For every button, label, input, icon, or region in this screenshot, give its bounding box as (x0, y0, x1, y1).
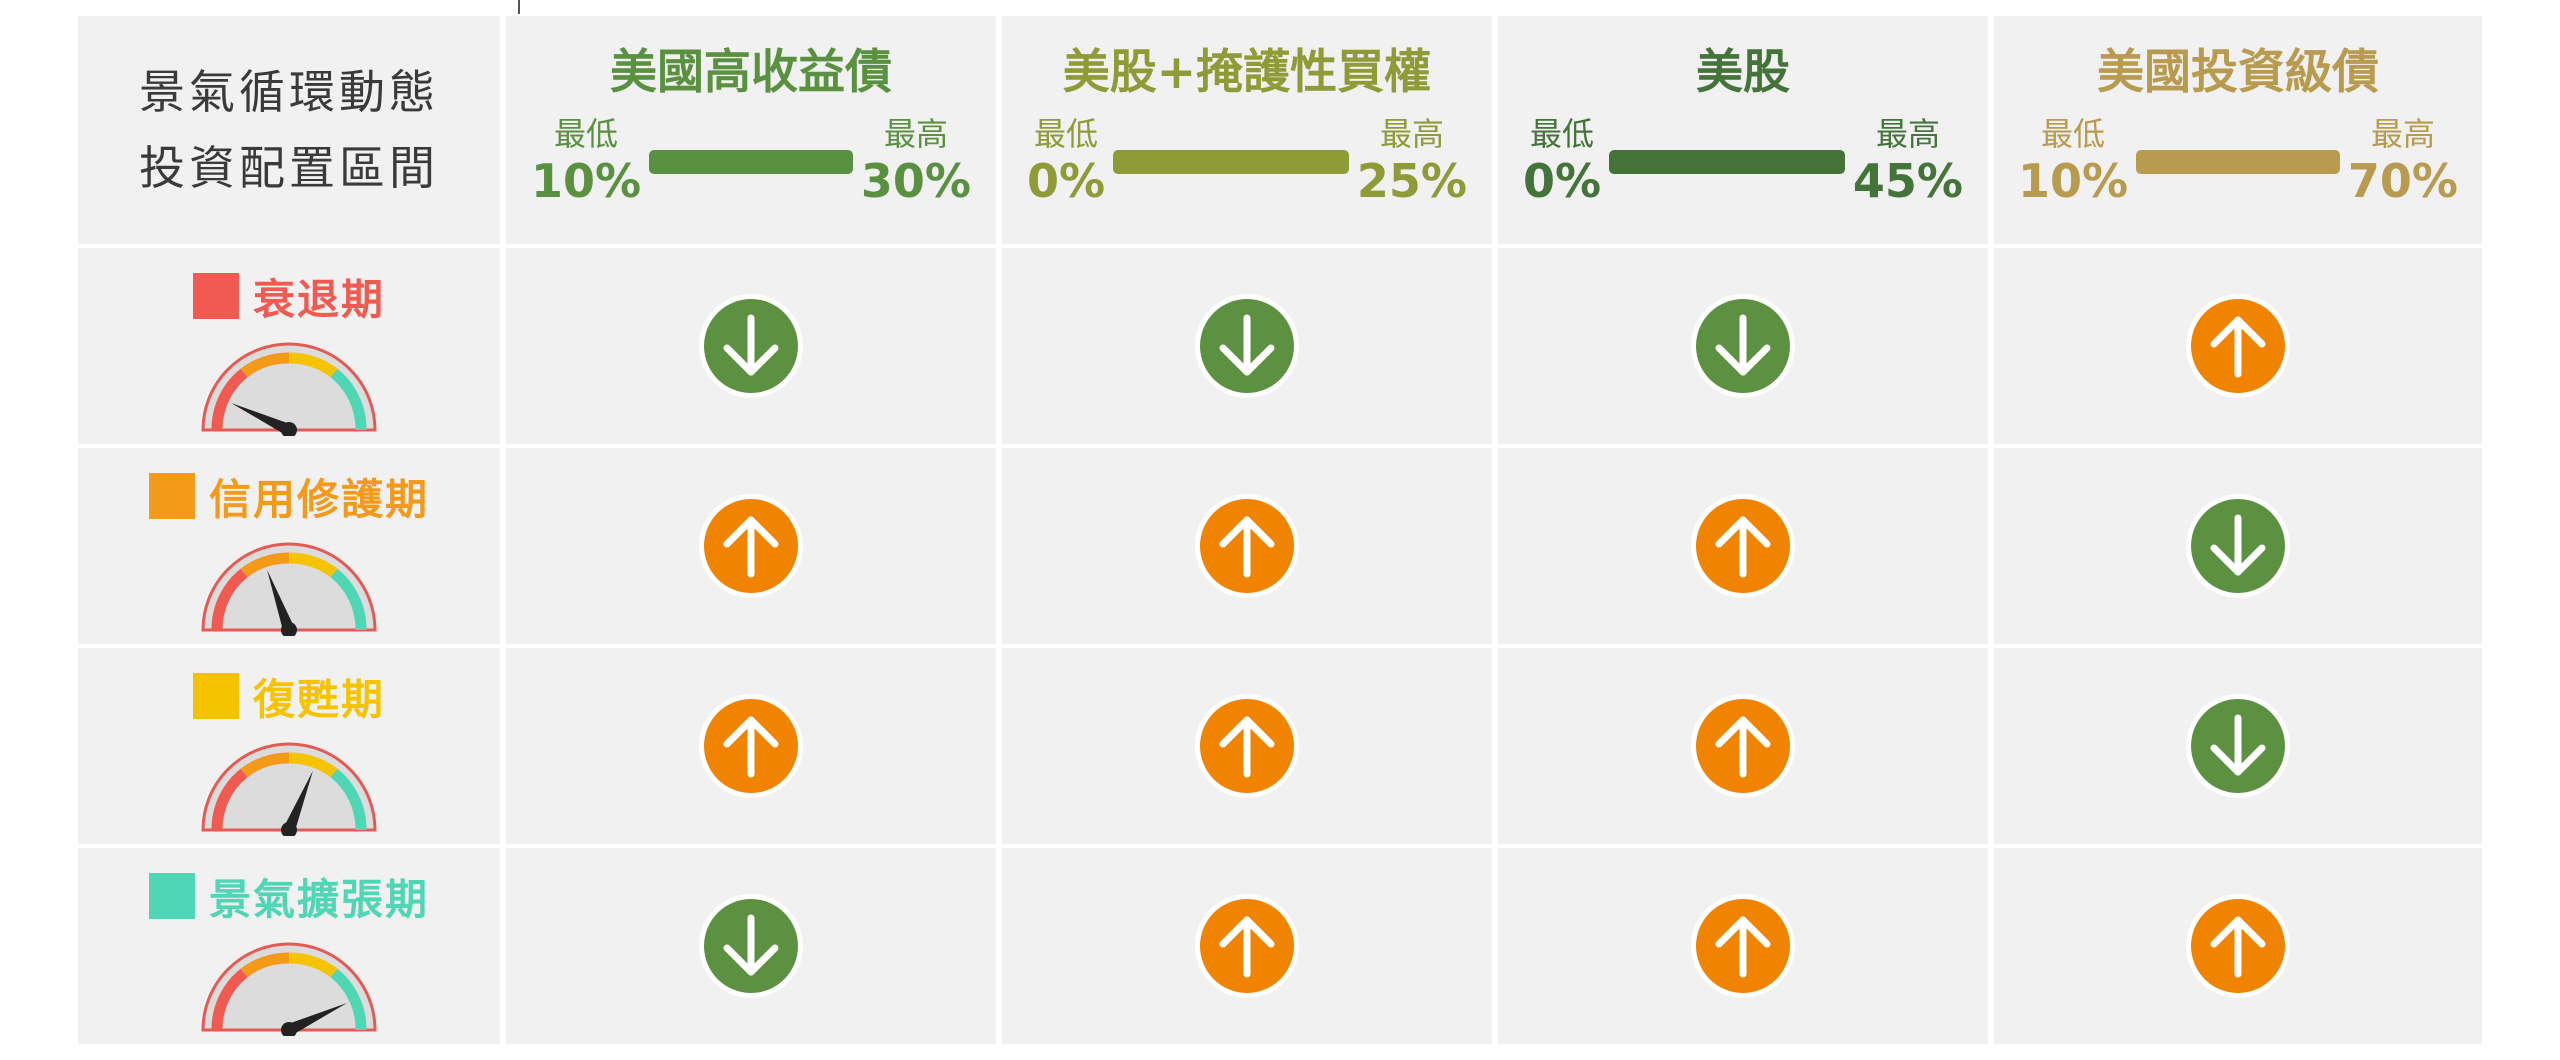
phase-color-swatch (192, 673, 239, 719)
allocation-range: 最低 10% 最高 70% (2018, 114, 2458, 208)
min-value: 0% (1523, 154, 1602, 208)
asset-title: 美國投資級債 (2097, 45, 2379, 100)
asset-header-high-yield: 美國高收益債 最低 10% 最高 30% (506, 16, 996, 244)
arrow-up-icon (506, 448, 996, 644)
table-corner-header: 景氣循環動態 投資配置區間 (78, 16, 500, 244)
range-max: 最高 45% (1853, 114, 1963, 208)
arrow-up-icon (1002, 848, 1492, 1044)
arrow-up-icon (1994, 848, 2482, 1044)
arrow-down-icon (1498, 248, 1988, 444)
allocation-range: 最低 0% 最高 45% (1523, 114, 1963, 208)
phase-recovery: 復甦期 (78, 648, 500, 844)
corner-title-line1: 景氣循環動態 (139, 65, 439, 119)
phase-recession: 衰退期 (78, 248, 500, 444)
asset-header-investment-grade: 美國投資級債 最低 10% 最高 70% (1994, 16, 2482, 244)
max-value: 30% (860, 154, 971, 208)
asset-header-us-equity: 美股 最低 0% 最高 45% (1498, 16, 1988, 244)
asset-title: 美國高收益債 (610, 45, 892, 100)
range-max: 最高 30% (861, 114, 971, 208)
phase-name: 復甦期 (252, 674, 385, 724)
phase-name: 衰退期 (252, 274, 385, 324)
phase-label: 景氣擴張期 (148, 868, 429, 924)
range-min: 最低 10% (531, 114, 641, 208)
arrow-up-icon (1002, 448, 1492, 644)
phase-name: 景氣擴張期 (208, 874, 429, 924)
min-value: 10% (531, 154, 642, 208)
max-value: 25% (1356, 154, 1467, 208)
phase-label: 復甦期 (192, 668, 385, 724)
arrow-up-icon (1994, 248, 2482, 444)
max-value: 45% (1852, 154, 1963, 208)
phase-label: 衰退期 (192, 268, 385, 324)
min-label: 最低 (2041, 115, 2106, 153)
corner-title-line2: 投資配置區間 (139, 141, 439, 195)
arrow-up-icon (1498, 648, 1988, 844)
max-label: 最高 (1875, 115, 1940, 153)
phase-credit-repair: 信用修護期 (78, 448, 500, 644)
range-bar (1609, 150, 1845, 174)
range-bar (1113, 150, 1349, 174)
min-label: 最低 (1530, 115, 1595, 153)
min-label: 最低 (554, 115, 619, 153)
asset-title: 美股+掩護性買權 (1062, 45, 1432, 100)
speedometer-gauge-icon (197, 932, 381, 1040)
allocation-range: 最低 0% 最高 25% (1027, 114, 1467, 208)
range-max: 最高 25% (1357, 114, 1467, 208)
min-label: 最低 (1034, 115, 1099, 153)
arrow-up-icon (1498, 448, 1988, 644)
phase-name: 信用修護期 (208, 474, 429, 524)
phase-expansion: 景氣擴張期 (78, 848, 500, 1044)
max-label: 最高 (883, 115, 948, 153)
arrow-down-icon (1994, 448, 2482, 644)
phase-color-swatch (148, 473, 195, 519)
arrow-down-icon (506, 248, 996, 444)
range-max: 最高 70% (2348, 114, 2458, 208)
max-label: 最高 (2370, 115, 2435, 153)
speedometer-gauge-icon (197, 732, 381, 840)
range-min: 最低 0% (1523, 114, 1601, 208)
speedometer-gauge-icon (197, 532, 381, 640)
max-value: 70% (2347, 154, 2458, 208)
arrow-up-icon (1498, 848, 1988, 1044)
speedometer-gauge-icon (197, 332, 381, 440)
range-min: 最低 0% (1027, 114, 1105, 208)
min-value: 10% (2018, 154, 2129, 208)
text-cursor (518, 0, 520, 14)
min-value: 0% (1027, 154, 1106, 208)
phase-color-swatch (192, 273, 239, 319)
phase-label: 信用修護期 (148, 468, 429, 524)
range-bar (649, 150, 853, 174)
asset-header-covered-call: 美股+掩護性買權 最低 0% 最高 25% (1002, 16, 1492, 244)
asset-title: 美股 (1696, 45, 1790, 100)
arrow-down-icon (1994, 648, 2482, 844)
max-label: 最高 (1379, 115, 1444, 153)
arrow-down-icon (1002, 248, 1492, 444)
range-bar (2136, 150, 2340, 174)
arrow-up-icon (506, 648, 996, 844)
allocation-range: 最低 10% 最高 30% (531, 114, 971, 208)
arrow-down-icon (506, 848, 996, 1044)
arrow-up-icon (1002, 648, 1492, 844)
phase-color-swatch (148, 873, 195, 919)
allocation-table: 景氣循環動態 投資配置區間 美國高收益債 最低 10% 最高 30% 美股+掩護… (78, 16, 2482, 1044)
range-min: 最低 10% (2018, 114, 2128, 208)
